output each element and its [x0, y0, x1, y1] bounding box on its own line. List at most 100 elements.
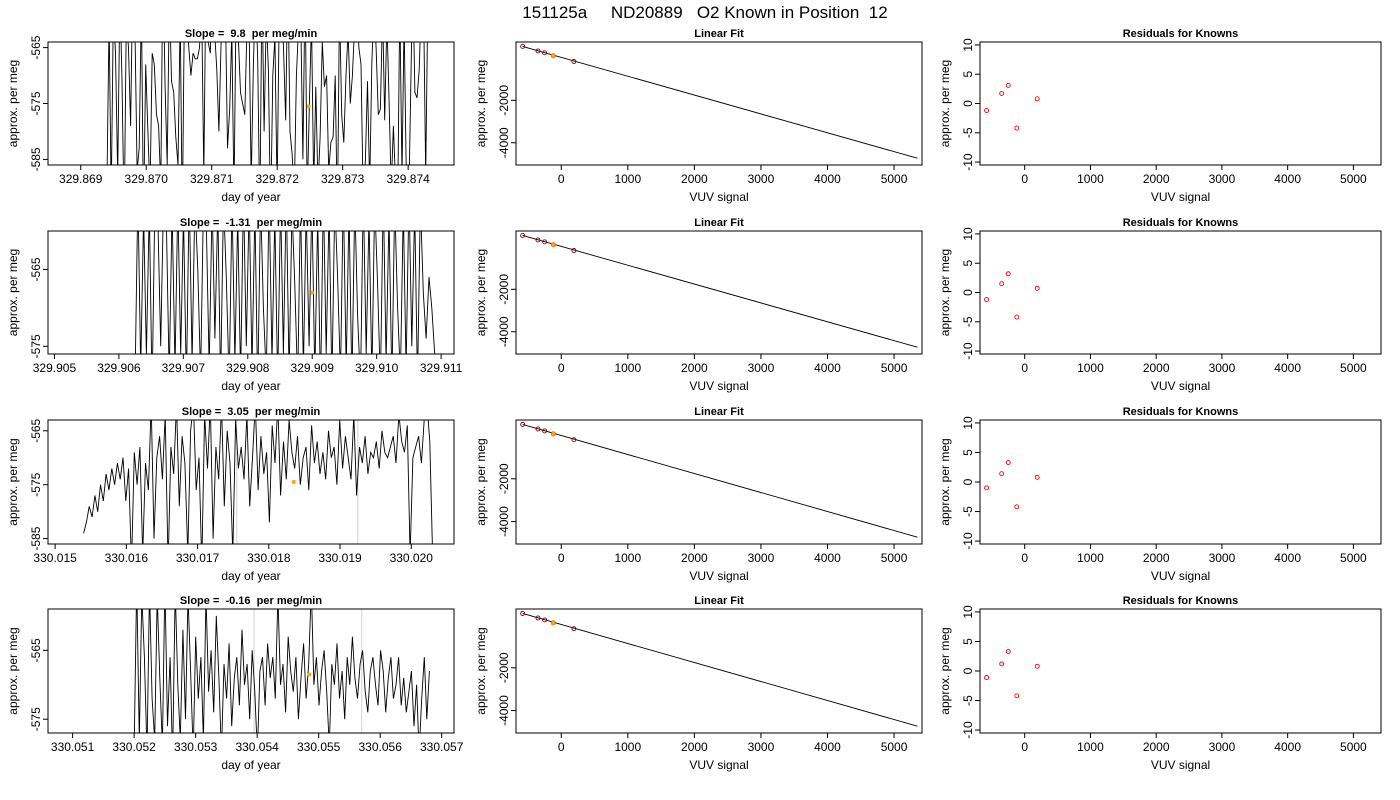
x-tick-label: 329.871: [190, 172, 234, 186]
y-tick-label: 10: [961, 605, 975, 619]
x-tick-label: 2000: [681, 551, 708, 565]
x-tick-label: 3000: [748, 740, 775, 754]
x-axis-label: VUV signal: [1151, 379, 1210, 393]
data-point: [520, 611, 526, 616]
data-point: [542, 428, 548, 434]
x-tick-label: 0: [558, 551, 565, 565]
plot-frame: [515, 608, 923, 734]
x-tick-label: 330.051: [51, 740, 95, 754]
panel-12: Residuals for Knowns 0 1000 2000 3000 4000 500…: [938, 595, 1382, 772]
panel-title: Residuals for Knowns: [1123, 217, 1239, 229]
x-tick-label: 5000: [1340, 172, 1367, 186]
x-tick-label: 329.869: [59, 172, 103, 186]
panel-7: Linear Fit 0 1000 2000 3000 4000 5000 -4000 -200…: [474, 406, 923, 583]
x-tick-label: 1000: [614, 172, 641, 186]
y-tick-label: 5: [961, 71, 975, 78]
x-tick-label: 5000: [1340, 361, 1367, 375]
y-tick-label: -2000: [497, 274, 511, 305]
panel-8: Linear Fit 0 1000 2000 3000 4000 5000 -4000 -200…: [474, 595, 923, 772]
x-tick-label: 4000: [814, 172, 841, 186]
data-point: [1014, 125, 1020, 131]
y-axis-label: approx. per meg: [938, 627, 952, 714]
x-tick-label: 329.911: [420, 361, 463, 375]
x-tick-label: 330.053: [174, 740, 218, 754]
data-point: [571, 437, 577, 443]
data-point: [1034, 285, 1040, 291]
x-tick-label: 4000: [1274, 172, 1301, 186]
x-tick-label: 3000: [748, 551, 775, 565]
plot-frame: [515, 230, 923, 355]
data-point: [542, 239, 548, 245]
data-point: [1034, 474, 1040, 480]
x-tick-label: 330.052: [112, 740, 156, 754]
y-tick-label: 5: [961, 449, 975, 456]
y-tick-label: -4000: [497, 127, 511, 158]
trace-line: [83, 420, 433, 544]
panel-title: Residuals for Knowns: [1123, 28, 1239, 40]
panel-6: Linear Fit 0 1000 2000 3000 4000 5000 -4000 -200…: [474, 217, 923, 393]
x-tick-label: 329.870: [125, 172, 169, 186]
x-tick-label: 329.872: [255, 172, 299, 186]
y-tick-label: -565: [29, 35, 43, 59]
y-tick-label: -575: [29, 472, 43, 496]
x-tick-label: 329.905: [33, 361, 77, 375]
x-tick-label: 330.017: [176, 551, 220, 565]
y-tick-label: -5: [961, 695, 975, 706]
x-tick-label: 0: [558, 172, 565, 186]
plot-frame: [515, 419, 923, 545]
x-axis-label: VUV signal: [689, 379, 748, 393]
y-tick-label: -575: [29, 334, 43, 358]
panel-title: Slope = -1.31 per meg/min: [180, 217, 322, 229]
plot-area: [135, 231, 436, 354]
x-tick-label: 1000: [614, 361, 641, 375]
data-point: [984, 108, 990, 113]
x-tick-label: 3000: [748, 361, 775, 375]
y-tick-label: -2000: [497, 85, 511, 116]
data-point: [999, 281, 1005, 287]
data-point: [571, 626, 577, 632]
x-tick-label: 329.908: [226, 361, 270, 375]
data-point: [535, 48, 541, 54]
y-tick-label: 5: [961, 638, 975, 645]
panel-3: Slope = 3.05 per meg/min 330.015 330.016 33…: [6, 406, 455, 583]
data-point: [984, 485, 990, 491]
x-tick-label: 4000: [1274, 361, 1301, 375]
y-axis-label: approx. per meg: [474, 438, 488, 525]
y-tick-label: 10: [961, 227, 975, 241]
y-tick-label: -10: [961, 532, 975, 550]
x-tick-label: 2000: [1143, 361, 1170, 375]
y-tick-label: 0: [961, 100, 975, 107]
data-point: [999, 91, 1005, 96]
x-tick-label: 1000: [1077, 740, 1104, 754]
x-tick-label: 330.018: [247, 551, 291, 565]
panel-title: Linear Fit: [694, 28, 744, 40]
data-point: [520, 44, 526, 49]
data-point: [1005, 649, 1011, 654]
data-point: [999, 661, 1005, 667]
y-axis-label: approx. per meg: [6, 60, 20, 147]
x-tick-label: 5000: [881, 172, 908, 186]
data-point: [1005, 460, 1011, 465]
data-point: [1005, 271, 1011, 277]
y-tick-label: 0: [961, 667, 975, 674]
y-axis-label: approx. per meg: [6, 627, 20, 714]
x-tick-label: 2000: [1143, 551, 1170, 565]
x-tick-label: 0: [1021, 361, 1028, 375]
plot-frame: [47, 230, 455, 355]
y-tick-label: -565: [29, 418, 43, 442]
x-tick-label: 1000: [1077, 172, 1104, 186]
panel-9: Residuals for Knowns 0 1000 2000 3000 4000 500…: [938, 28, 1382, 204]
data-point: [984, 675, 990, 680]
plot-frame: [47, 419, 455, 545]
data-point: [520, 422, 526, 427]
x-tick-label: 3000: [1209, 551, 1236, 565]
y-tick-label: -5: [961, 506, 975, 517]
x-tick-label: 1000: [614, 551, 641, 565]
x-tick-label: 330.057: [420, 740, 464, 754]
fit-line: [522, 235, 918, 348]
x-tick-label: 5000: [881, 551, 908, 565]
panel-1: Slope = 9.8 per meg/min 329.869 329.870 329…: [6, 28, 455, 204]
panel-title: Slope = -0.16 per meg/min: [180, 595, 322, 607]
